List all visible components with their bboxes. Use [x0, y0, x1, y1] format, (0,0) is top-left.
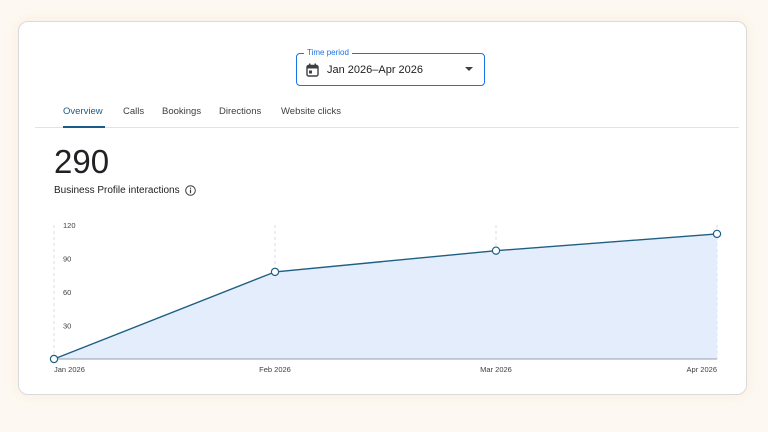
time-period-select[interactable]: Time period Jan 2026–Apr 2026	[296, 48, 485, 86]
info-icon[interactable]	[185, 185, 196, 196]
tab-calls[interactable]: Calls	[123, 106, 145, 117]
calendar-icon	[306, 63, 319, 77]
data-point	[270, 267, 280, 277]
time-period-label: Time period	[304, 48, 352, 58]
caret-down-icon	[465, 67, 473, 71]
tab-overview[interactable]: Overview	[63, 106, 103, 117]
series-area	[54, 233, 717, 359]
interactions-label: Business Profile interactions	[54, 185, 180, 196]
y-tick-label: 30	[63, 322, 71, 331]
y-tick-label: 60	[63, 288, 71, 297]
active-tab-indicator	[63, 126, 105, 128]
tab-bookings[interactable]: Bookings	[162, 106, 202, 117]
series-line	[53, 233, 718, 360]
x-tick-label: Mar 2026	[480, 365, 512, 374]
tab-bar: Overview Calls Bookings Directions Websi…	[35, 100, 739, 128]
tab-directions[interactable]: Directions	[219, 106, 262, 117]
interactions-chart: 30 60 90 120 Jan 2026 Feb 2026 Mar 2026 Apr 202…	[49, 221, 722, 374]
time-period-value: Jan 2026–Apr 2026	[327, 64, 424, 76]
x-tick-label: Feb 2026	[259, 365, 291, 374]
interactions-total: 290	[54, 143, 110, 180]
performance-card: Time period Jan 2026–Apr 2026 Overview C…	[18, 21, 747, 395]
x-tick-label: Jan 2026	[54, 365, 85, 374]
data-point	[49, 354, 59, 364]
x-tick-label: Apr 2026	[687, 365, 717, 374]
y-tick-label: 120	[63, 221, 76, 230]
data-point	[491, 246, 501, 255]
data-point	[712, 229, 722, 239]
tab-website-clicks[interactable]: Website clicks	[281, 106, 342, 117]
y-tick-label: 90	[63, 255, 71, 264]
